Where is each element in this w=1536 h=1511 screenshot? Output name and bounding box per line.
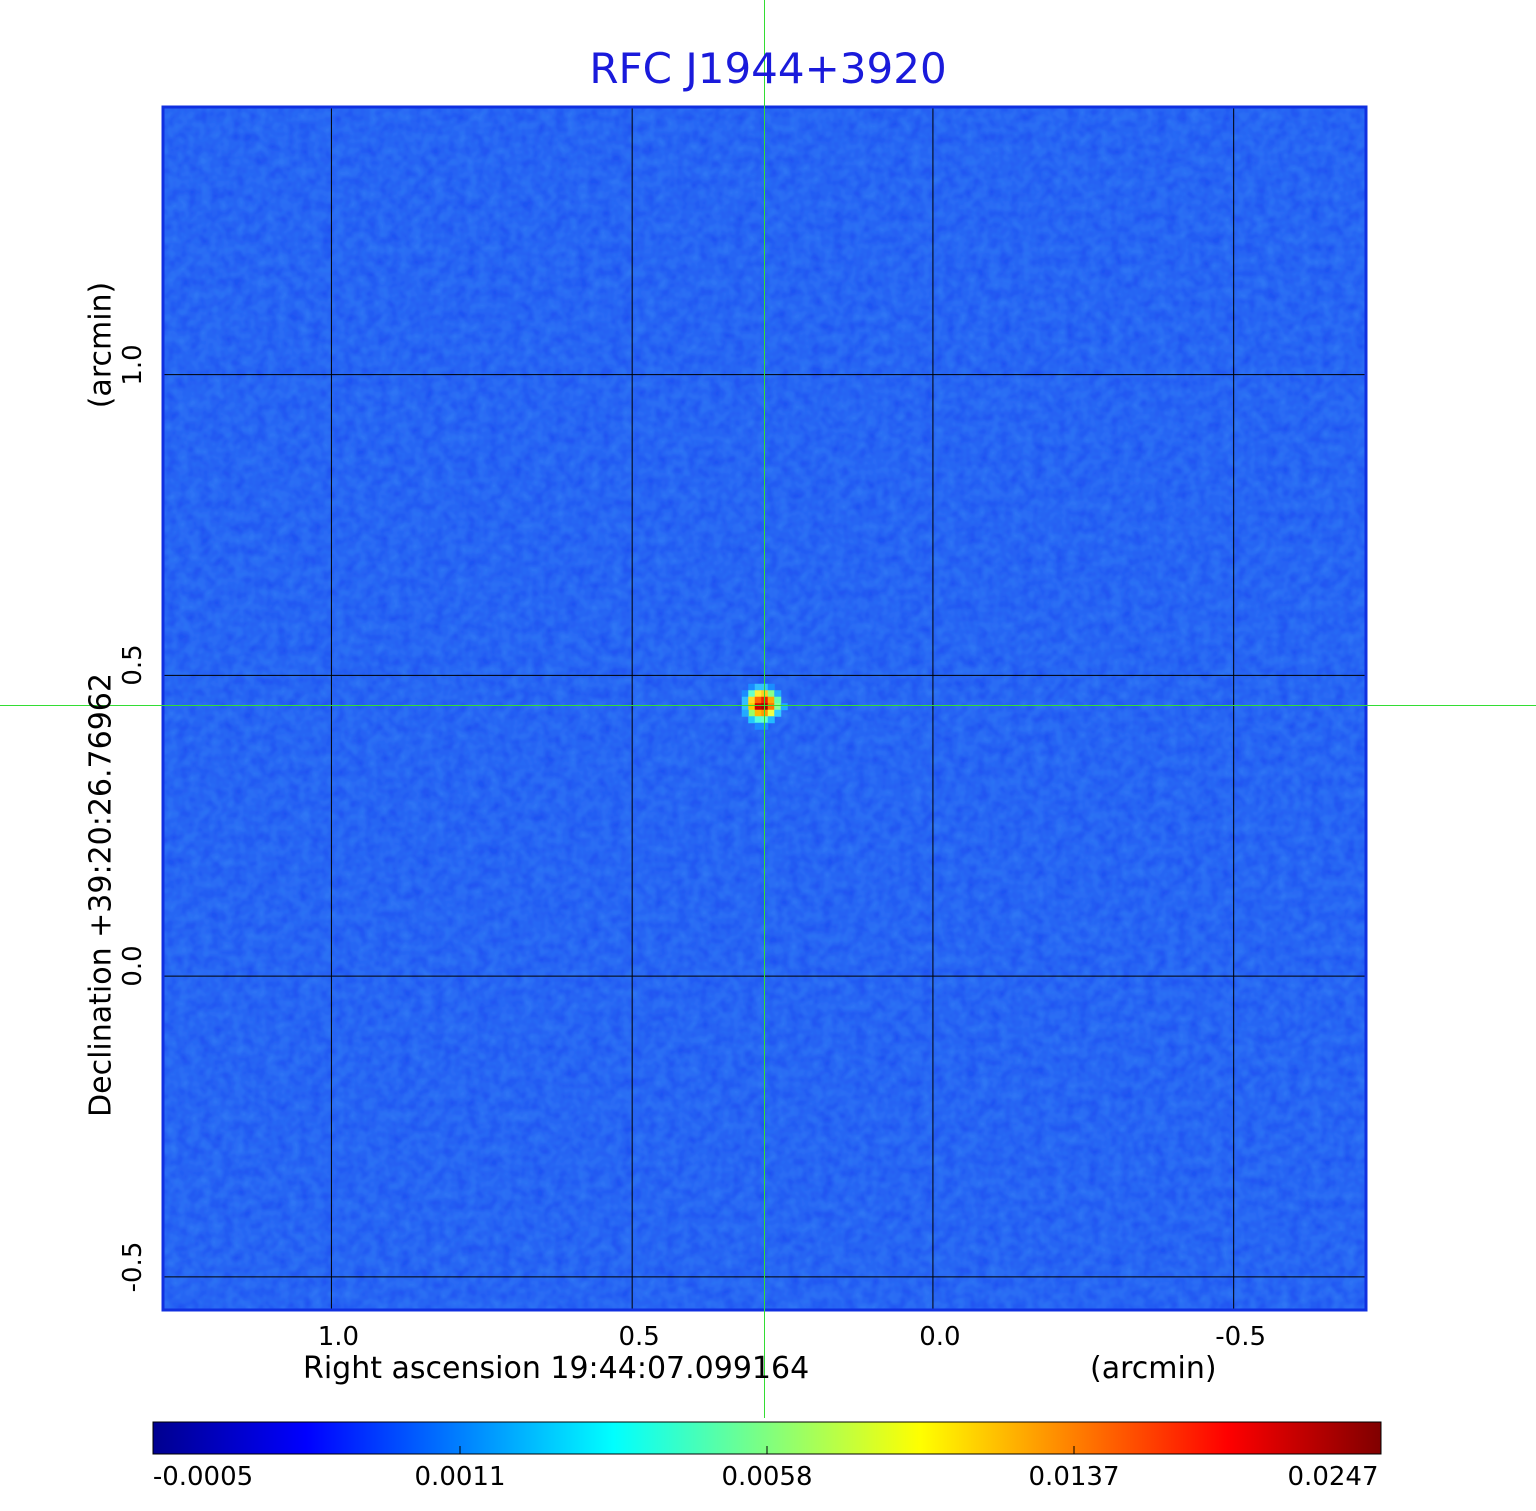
y-axis-label: Declination +39:20:26.76962: [83, 673, 119, 1117]
source-pixel: [774, 696, 782, 704]
source-pixel: [748, 696, 756, 704]
y-tick-label: -0.5: [118, 1241, 148, 1293]
source-pixel: [741, 703, 749, 711]
source-pixel: [767, 690, 775, 698]
source-pixel: [754, 696, 762, 704]
source-pixel: [741, 690, 749, 698]
y-tick-label: 1.0: [118, 343, 148, 386]
source-pixel: [767, 716, 775, 724]
source-pixel: [767, 709, 775, 717]
source-pixel: [767, 703, 775, 711]
crosshair: [0, 0, 1536, 1418]
source-pixel: [741, 709, 749, 717]
colorbar-tick-label: 0.0058: [721, 1462, 813, 1492]
source-pixel: [748, 703, 756, 711]
source-pixel: [748, 716, 756, 724]
colorbar-tick-label: 0.0247: [1287, 1462, 1379, 1492]
x-tick-label: 1.0: [317, 1322, 360, 1352]
source-pixel: [748, 690, 756, 698]
source-pixel: [754, 709, 762, 717]
x-tick-label: 0.0: [919, 1322, 961, 1352]
source-pixel: [774, 709, 782, 717]
colorbar-tick-label: -0.0005: [152, 1462, 254, 1492]
y-tick-label: 0.5: [118, 644, 148, 687]
source-pixel: [774, 703, 782, 711]
source-pixel: [767, 696, 775, 704]
x-axis-unit: (arcmin): [1090, 1351, 1217, 1386]
source-pixel: [748, 709, 756, 717]
source-pixel: [780, 703, 788, 711]
source-pixel: [741, 696, 749, 704]
colorbar-tick-marks: [152, 1446, 1382, 1454]
y-axis-unit: (arcmin): [83, 281, 119, 409]
source-pixel: [754, 690, 762, 698]
x-tick-label: 0.5: [618, 1322, 660, 1352]
source-pixel: [754, 683, 762, 691]
colorbar-tick-label: 0.0011: [414, 1462, 506, 1492]
colorbar-tick-label: 0.0137: [1028, 1462, 1120, 1492]
source-pixel: [754, 703, 762, 711]
source-pixel: [774, 690, 782, 698]
x-tick-label: -0.5: [1215, 1322, 1267, 1352]
y-tick-label: 0.0: [118, 945, 148, 987]
x-axis-label: Right ascension 19:44:07.099164: [303, 1351, 810, 1386]
source-pixel: [767, 683, 775, 691]
source-pixel: [754, 716, 762, 724]
source-pixel: [754, 722, 762, 730]
chart-title: RFC J1944+3920: [589, 44, 947, 93]
source-pixel: [748, 683, 756, 691]
